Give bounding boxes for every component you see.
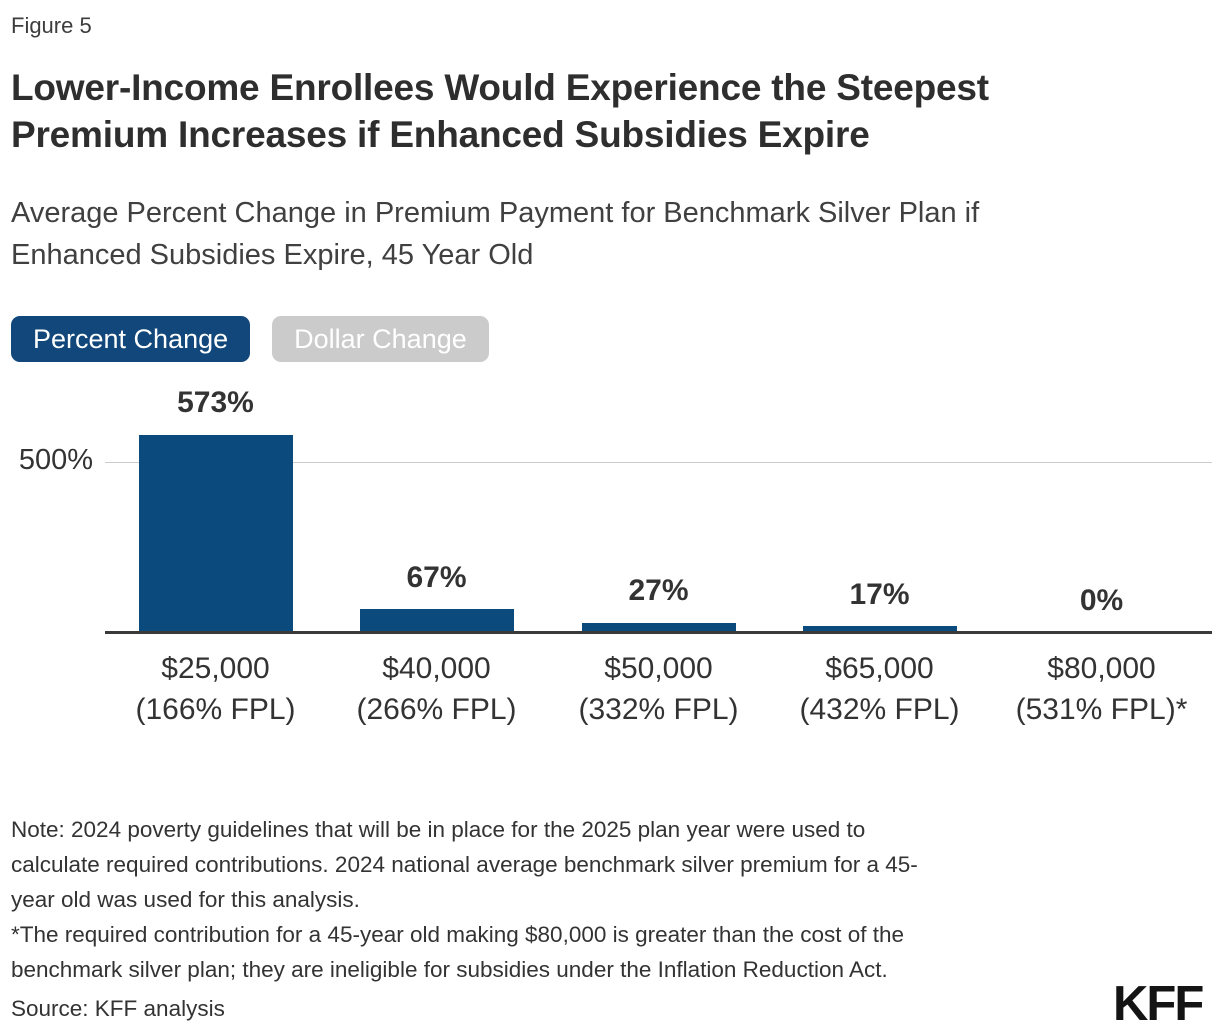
value-label-25000: 573% (177, 386, 254, 420)
value-label-50000: 27% (628, 574, 689, 608)
note-line: benchmark silver plan; they are ineligib… (11, 957, 888, 982)
footnotes: Note: 2024 poverty guidelines that will … (11, 812, 1131, 987)
x-label-income: $65,000 (825, 652, 934, 685)
value-label-40000: 67% (406, 560, 467, 594)
kff-logo: KFF (1113, 977, 1204, 1031)
chart-title-line1: Lower-Income Enrollees Would Experience … (11, 67, 989, 108)
column-65000: 17% (769, 380, 990, 634)
bar-65000[interactable] (803, 626, 957, 632)
value-label-65000: 17% (849, 577, 910, 611)
chart-title: Lower-Income Enrollees Would Experience … (11, 64, 1201, 158)
x-label-25000: $25,000 (166% FPL) (105, 648, 326, 730)
column-40000: 67% (326, 380, 547, 634)
chart-subtitle: Average Percent Change in Premium Paymen… (11, 192, 1201, 276)
note-line: Note: 2024 poverty guidelines that will … (11, 817, 866, 842)
note-line: year old was used for this analysis. (11, 887, 360, 912)
x-label-income: $50,000 (604, 652, 713, 685)
column-50000: 27% (548, 380, 769, 634)
x-label-income: $80,000 (1047, 652, 1156, 685)
bar-50000[interactable] (582, 622, 736, 632)
x-label-65000: $65,000 (432% FPL) (769, 648, 990, 730)
x-label-50000: $50,000 (332% FPL) (548, 648, 769, 730)
x-axis-line (105, 631, 1212, 634)
x-label-fpl: (332% FPL) (578, 693, 739, 726)
figure-number-label: Figure 5 (11, 13, 92, 38)
chart-subtitle-line1: Average Percent Change in Premium Paymen… (11, 197, 980, 229)
source-attribution: Source: KFF analysis (11, 996, 225, 1021)
x-label-80000: $80,000 (531% FPL)* (991, 648, 1212, 730)
x-label-40000: $40,000 (266% FPL) (326, 648, 547, 730)
x-label-fpl: (266% FPL) (356, 693, 517, 726)
x-label-income: $40,000 (382, 652, 491, 685)
bar-25000[interactable] (139, 434, 293, 632)
bar-40000[interactable] (360, 609, 514, 632)
note-line: *The required contribution for a 45-year… (11, 922, 905, 947)
gridline-500-percent (105, 462, 1212, 463)
percent-change-toggle[interactable]: Percent Change (11, 316, 251, 362)
bar-chart-plot-area: 500% 573% 67% 27% 17% 0% (0, 380, 1220, 634)
dollar-change-toggle[interactable]: Dollar Change (272, 316, 489, 362)
x-label-fpl: (531% FPL)* (1015, 693, 1188, 726)
x-label-fpl: (166% FPL) (135, 693, 296, 726)
chart-title-line2: Premium Increases if Enhanced Subsidies … (11, 114, 870, 155)
column-80000: 0% (991, 380, 1212, 634)
y-axis-tick-label: 500% (18, 444, 93, 476)
x-label-fpl: (432% FPL) (799, 693, 960, 726)
chart-subtitle-line2: Enhanced Subsidies Expire, 45 Year Old (11, 239, 534, 271)
view-toggle-group: Percent Change Dollar Change (11, 316, 489, 362)
value-label-80000: 0% (1079, 583, 1124, 617)
note-line: calculate required contributions. 2024 n… (11, 852, 918, 877)
bar-columns: 573% 67% 27% 17% 0% (105, 380, 1212, 634)
x-label-income: $25,000 (161, 652, 270, 685)
column-25000: 573% (105, 380, 326, 634)
